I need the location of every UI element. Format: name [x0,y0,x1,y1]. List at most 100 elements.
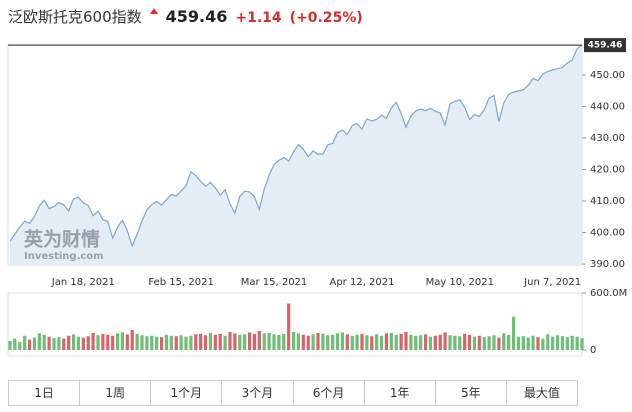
volume-bar [18,341,22,350]
volume-bar [428,336,433,350]
volume-bar [438,334,442,350]
volume-bar [404,331,408,350]
volume-bar [262,333,266,350]
volume-bar [106,334,110,350]
volume-bar [223,335,227,350]
volume-bar [448,335,452,350]
volume-bar [247,332,252,350]
volume-bar [419,335,423,350]
volume-bar [233,333,237,350]
period-button[interactable]: 最大值 [523,386,560,400]
chart: 390.00 400.00 410.00 420.00 430.00 440.00 450.… [7,38,627,357]
volume-bar [150,335,154,350]
y-tick-label: 420.00 [590,164,625,175]
price-area [10,45,582,265]
volume-bar [71,334,76,350]
volume-bar [350,335,354,350]
volume-bar [228,331,232,350]
volume-bar [125,334,129,350]
volume-bar [86,336,90,350]
volume-bar [443,332,447,350]
volume-bar [492,335,496,350]
volume-bar [306,335,310,350]
volume-bar [199,333,203,350]
volume-bar [487,336,491,350]
quote-header: 泛欧斯托克600指数 459.46 +1.14 (+0.25%) [8,6,363,34]
volume-bar [208,332,213,350]
volume-bar [507,334,511,350]
period-button[interactable]: 3个月 [222,381,294,405]
volume-bar [169,335,173,350]
volume-bar [81,337,85,350]
x-tick-label: May 10, 2021 [426,277,494,288]
y-tick-label: 400.00 [590,228,625,239]
volume-bar [414,335,418,350]
volume-bar [238,334,242,350]
volume-bar [27,339,32,350]
volume-bar [453,335,457,350]
watermark-sub: Investing.com [24,251,104,262]
period-button[interactable]: 1年 [365,381,436,405]
up-arrow [149,8,158,14]
volume-bar [531,335,535,350]
volume-bar [37,333,41,350]
volume-bar [389,332,393,350]
volume-bar [570,335,574,350]
period-button[interactable]: 1个月 [151,381,223,405]
period-button[interactable]: 1周 [80,381,152,405]
volume-bar [409,334,413,350]
volume-bar [47,336,51,350]
volume-bar [287,303,291,350]
volume-bar [370,336,374,350]
volume-bar [194,334,198,350]
volume-bar [482,337,486,350]
volume-bar [458,336,462,350]
volume-bar [560,336,565,350]
volume-bar [155,336,159,350]
volume-bar [472,336,477,350]
volume-bar [291,331,296,350]
volume-bar [497,337,501,350]
last-price-label: 459.46 [588,41,623,51]
volume-bar [115,333,120,350]
volume-bar [526,337,530,350]
volume-bar [521,336,525,350]
volume-bar [467,334,472,350]
volume-bar [164,334,169,350]
period-button[interactable]: 1日 [9,381,81,405]
y-tick-label: 390.00 [590,259,625,270]
index-title: 泛欧斯托克600指数 [8,8,142,26]
volume-bar [76,336,81,350]
volume-bar [326,335,330,350]
volume-bar [8,340,12,350]
price: 459.46 [165,7,228,26]
volume-bar [301,334,305,350]
volume-bar [463,333,467,350]
volume-bar [541,338,545,350]
volume-bar [511,316,516,350]
x-tick-label: Feb 15, 2021 [148,277,213,288]
volume-bar [159,337,164,350]
volume-bar [179,335,183,350]
volume-bar [23,335,27,350]
volume-frame [7,292,583,357]
volume-bar [57,337,61,350]
volume-bar [111,335,115,350]
volume-bar [340,332,345,350]
volume-bar [555,335,560,350]
period-button[interactable]: 6个月 [294,381,365,405]
x-tick-label: Mar 15, 2021 [241,277,308,288]
x-tick-label: Apr 12, 2021 [329,277,394,288]
volume-bar [62,338,66,350]
volume-bar [140,335,144,350]
volume-bar [130,330,134,350]
x-tick-label: Jun 7, 2021 [523,277,581,288]
y-tick-label: 450.00 [590,70,625,81]
volume-bar [282,333,286,350]
volume-bar [213,334,217,350]
volume-bar [42,334,46,350]
volume-bar [189,335,193,350]
period-button[interactable]: 5年 [436,381,507,405]
volume-bar [277,334,281,350]
volume-bar [272,334,276,350]
